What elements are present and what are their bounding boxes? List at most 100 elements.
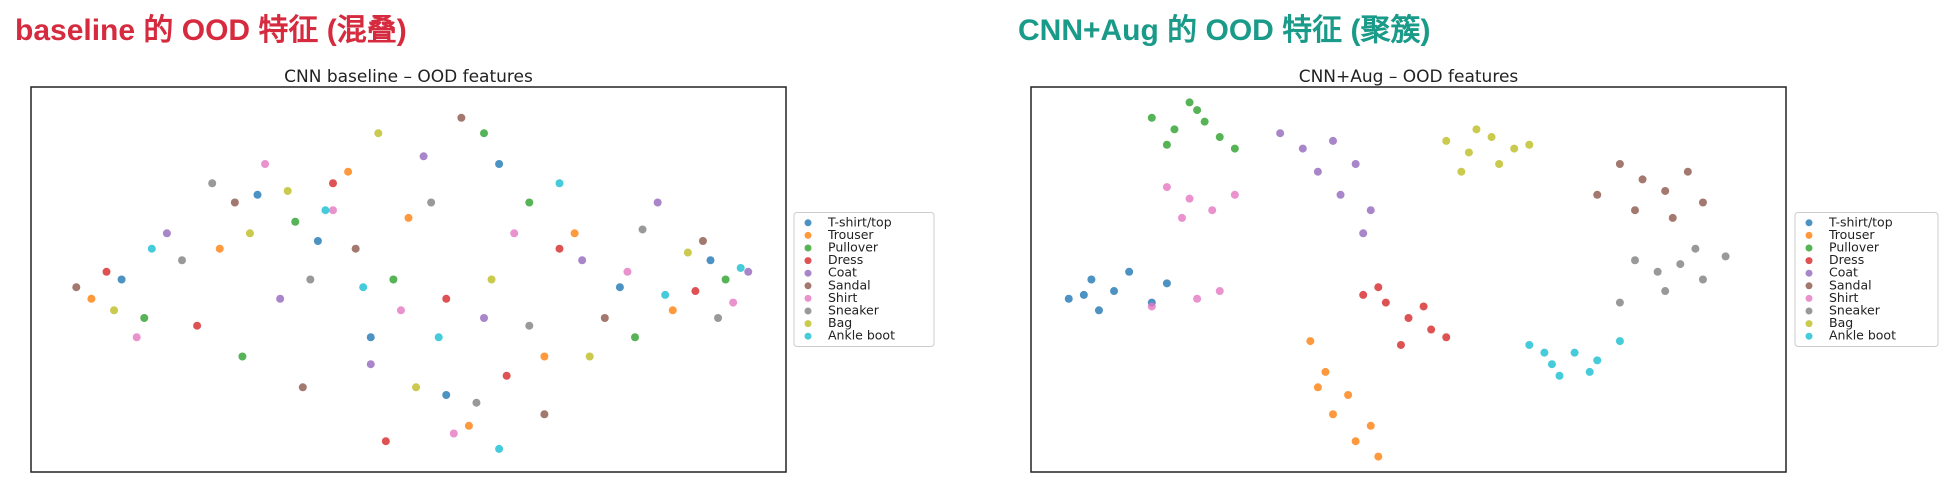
point bbox=[245, 229, 254, 238]
point bbox=[668, 306, 677, 315]
point bbox=[1366, 206, 1375, 215]
point bbox=[329, 179, 337, 188]
point bbox=[215, 244, 224, 253]
point bbox=[1540, 348, 1549, 357]
point bbox=[555, 179, 564, 188]
point bbox=[1064, 294, 1073, 303]
point bbox=[1147, 113, 1156, 122]
legend-label: Sandal bbox=[1829, 277, 1872, 292]
point bbox=[1321, 367, 1330, 376]
point bbox=[359, 283, 368, 292]
legend-label: Dress bbox=[1829, 252, 1864, 267]
point bbox=[1313, 167, 1322, 176]
legend-marker bbox=[1805, 294, 1813, 302]
point bbox=[1404, 314, 1413, 322]
point bbox=[1306, 337, 1315, 346]
legend-label: Coat bbox=[828, 265, 857, 280]
point bbox=[714, 314, 723, 322]
point bbox=[1615, 160, 1624, 168]
point bbox=[1185, 194, 1194, 203]
legend-label: Ankle boot bbox=[1829, 328, 1896, 343]
point bbox=[140, 314, 149, 322]
point bbox=[1162, 140, 1171, 149]
legend-marker bbox=[1805, 231, 1813, 239]
point bbox=[1298, 144, 1307, 153]
legend-label: Pullover bbox=[828, 240, 879, 255]
point bbox=[132, 333, 141, 342]
plot-frame bbox=[30, 86, 787, 473]
point bbox=[1457, 167, 1466, 176]
point bbox=[1495, 160, 1504, 168]
point bbox=[510, 229, 519, 238]
legend-marker bbox=[1805, 269, 1813, 277]
point bbox=[193, 321, 202, 330]
legend-label: T-shirt/top bbox=[1828, 214, 1893, 229]
legend-label: Bag bbox=[828, 315, 852, 330]
point bbox=[1547, 360, 1556, 369]
point bbox=[276, 294, 285, 303]
point bbox=[487, 275, 496, 284]
point bbox=[480, 129, 488, 138]
point bbox=[1615, 298, 1624, 307]
point bbox=[208, 179, 217, 188]
point bbox=[540, 410, 549, 419]
point bbox=[1510, 144, 1519, 153]
point bbox=[1276, 129, 1285, 138]
legend-label: Ankle boot bbox=[828, 328, 895, 343]
point bbox=[1661, 186, 1670, 195]
point bbox=[389, 275, 398, 284]
point bbox=[1570, 348, 1579, 357]
point bbox=[87, 294, 96, 303]
point bbox=[419, 152, 428, 161]
chart-title: CNN baseline – OOD features bbox=[284, 67, 533, 87]
point bbox=[1359, 290, 1368, 299]
point bbox=[162, 229, 171, 238]
point bbox=[623, 267, 632, 276]
legend-label: Trouser bbox=[1828, 227, 1875, 242]
point bbox=[434, 333, 443, 342]
point bbox=[1631, 206, 1639, 215]
point bbox=[1230, 190, 1239, 199]
point bbox=[1721, 252, 1730, 261]
point bbox=[1676, 260, 1685, 269]
point bbox=[1631, 256, 1639, 265]
point bbox=[1215, 133, 1224, 142]
point bbox=[178, 256, 186, 265]
point bbox=[366, 333, 375, 342]
legend-marker bbox=[1805, 332, 1813, 340]
legend-label: Sandal bbox=[828, 277, 871, 292]
point bbox=[291, 217, 300, 226]
point bbox=[102, 267, 111, 276]
point bbox=[1525, 140, 1534, 149]
point bbox=[110, 306, 119, 315]
point bbox=[1110, 287, 1119, 296]
point bbox=[1162, 183, 1171, 192]
legend-marker bbox=[804, 332, 812, 340]
point bbox=[744, 267, 753, 276]
point bbox=[230, 198, 239, 207]
point bbox=[1208, 206, 1217, 215]
legend-marker bbox=[1805, 320, 1813, 328]
point bbox=[442, 391, 451, 399]
point bbox=[495, 444, 504, 453]
legend-label: Shirt bbox=[828, 290, 857, 305]
point bbox=[1094, 306, 1103, 315]
point bbox=[1615, 337, 1624, 346]
legend-label: Sneaker bbox=[1829, 303, 1881, 318]
point bbox=[1661, 287, 1670, 296]
legend-marker bbox=[1805, 244, 1813, 252]
point bbox=[706, 256, 715, 265]
point bbox=[721, 275, 730, 284]
point bbox=[653, 198, 662, 207]
point bbox=[1193, 106, 1202, 115]
point bbox=[1147, 302, 1156, 311]
point bbox=[457, 113, 466, 122]
point bbox=[1374, 283, 1383, 292]
point bbox=[1487, 133, 1496, 142]
point bbox=[615, 283, 624, 292]
point bbox=[1698, 275, 1707, 284]
point bbox=[253, 190, 262, 199]
point bbox=[1442, 333, 1451, 342]
point bbox=[147, 244, 156, 253]
point bbox=[1125, 267, 1134, 276]
